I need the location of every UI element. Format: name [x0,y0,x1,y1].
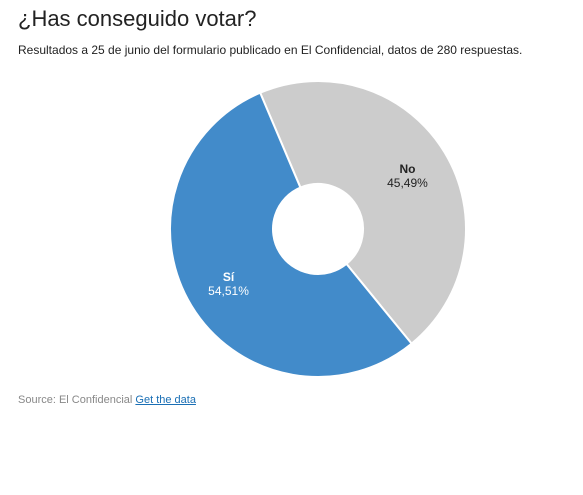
slice-no [259,80,467,345]
slice-value-si: 54,51% [208,284,249,298]
slice-si [169,91,413,378]
slice-value-no: 45,49% [387,176,428,190]
donut-slices [169,80,467,378]
chart-title: ¿Has conseguido votar? [18,6,257,31]
slice-label-no: No [399,162,415,176]
source-text: Source: El Confidencial [18,394,133,406]
chart-subtitle: Resultados a 25 de junio del formulario … [18,43,523,57]
get-the-data-link[interactable]: Get the data [135,394,196,406]
chart-footer: Source: El Confidencial Get the data [18,394,196,406]
slice-label-si: Sí [223,270,235,284]
